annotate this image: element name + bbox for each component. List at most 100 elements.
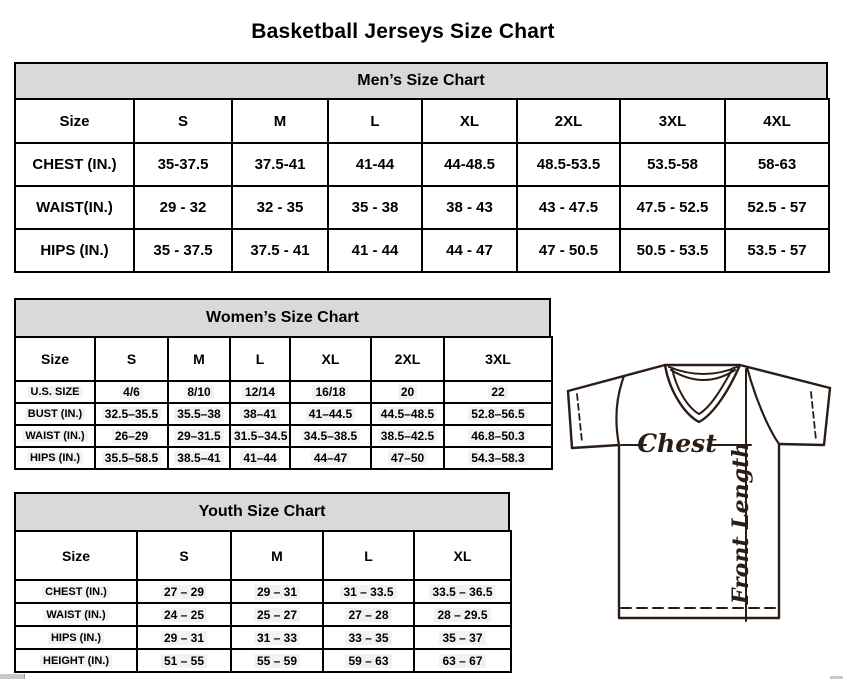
- cell-text: WAIST (IN.): [43, 608, 109, 621]
- cell-text: 4/6: [120, 385, 143, 399]
- table-cell: 47.5 - 52.5: [619, 185, 726, 230]
- cell-text: 63 – 67: [439, 653, 486, 668]
- jersey-left-cuff-dashed: [576, 393, 583, 443]
- column-header: 2XL: [516, 98, 621, 144]
- row-label: BUST (IN.): [14, 402, 96, 426]
- table-cell: 37.5 - 41: [231, 228, 329, 273]
- cell-text: 55 – 59: [253, 653, 301, 668]
- table-cell: 53.5-58: [619, 142, 726, 187]
- table-cell: 33 – 35: [322, 625, 415, 650]
- table-cell: 38 - 43: [421, 185, 518, 230]
- jersey-diagram-svg: Chest Front Length: [566, 363, 832, 622]
- table-cell: 35.5–38: [167, 402, 231, 426]
- column-header: M: [231, 98, 329, 144]
- column-header: L: [327, 98, 423, 144]
- cell-text: 41–44.5: [305, 407, 356, 421]
- cell-text: 29 – 31: [253, 584, 301, 599]
- table-cell: 35 – 37: [413, 625, 512, 650]
- table-cell: 55 – 59: [230, 648, 324, 673]
- women-size-table: Size S M L XL 2XL 3XL U.S. SIZE 4/6 8/10 12/14 16/1…: [14, 336, 553, 470]
- table-cell: 41–44: [229, 446, 291, 470]
- cell-text: 46.8–50.3: [468, 429, 528, 443]
- table-cell: 54.3–58.3: [443, 446, 553, 470]
- table-cell: 35 - 37.5: [133, 228, 233, 273]
- chest-label: Chest: [637, 429, 717, 458]
- cell-text: 33 – 35: [345, 630, 392, 645]
- column-header: S: [136, 530, 232, 581]
- table-cell: 59 – 63: [322, 648, 415, 673]
- column-header: Size: [14, 530, 138, 581]
- table-cell: 58-63: [724, 142, 830, 187]
- cell-text: 38.5–41: [174, 451, 224, 465]
- row-label: HEIGHT (IN.): [14, 648, 138, 673]
- row-label: WAIST (IN.): [14, 424, 96, 448]
- table-cell: 34.5–38.5: [289, 424, 372, 448]
- cell-text: 51 – 55: [160, 653, 208, 668]
- table-cell: 44–47: [289, 446, 372, 470]
- table-cell: 50.5 - 53.5: [619, 228, 726, 273]
- table-cell: 35-37.5: [133, 142, 233, 187]
- table-cell: 38–41: [229, 402, 291, 426]
- table-cell: 53.5 - 57: [724, 228, 830, 273]
- table-cell: 51 – 55: [136, 648, 232, 673]
- jersey-shoulders: [566, 363, 832, 393]
- table-cell: 44-48.5: [421, 142, 518, 187]
- cell-text: CHEST (IN.): [42, 585, 110, 598]
- jersey-body: [617, 442, 781, 620]
- table-cell: 12/14: [229, 380, 291, 404]
- table-row: CHEST (IN.) 27 – 29 29 – 31 31 – 33.5 33.5 –…: [14, 579, 512, 604]
- cell-text: 32.5–35.5: [101, 407, 162, 421]
- cell-text: 31 – 33: [253, 630, 301, 645]
- table-cell: 35.5–58.5: [94, 446, 169, 470]
- table-cell: 52.5 - 57: [724, 185, 830, 230]
- women-table-title: Women’s Size Chart: [14, 298, 551, 338]
- table-row: HEIGHT (IN.) 51 – 55 55 – 59 59 – 63 63 – 67: [14, 648, 512, 673]
- cell-text: 8/10: [184, 385, 214, 399]
- column-header: M: [167, 336, 231, 382]
- youth-table-title: Youth Size Chart: [14, 492, 510, 532]
- row-label: U.S. SIZE: [14, 380, 96, 404]
- column-header: XL: [413, 530, 512, 581]
- cell-text: 20: [397, 385, 418, 399]
- table-row: WAIST (IN.) 26–29 29–31.5 31.5–34.5 34.5–38.…: [14, 424, 553, 448]
- table-row: HIPS (IN.) 29 – 31 31 – 33 33 – 35 35 – 37: [14, 625, 512, 650]
- row-label: WAIST(IN.): [14, 185, 135, 230]
- cell-text: 44.5–48.5: [377, 407, 438, 421]
- column-header: S: [133, 98, 233, 144]
- column-header: L: [229, 336, 291, 382]
- table-cell: 29 - 32: [133, 185, 233, 230]
- table-cell: 41-44: [327, 142, 423, 187]
- row-label: WAIST (IN.): [14, 602, 138, 627]
- cell-text: 38.5–42.5: [377, 429, 438, 443]
- table-cell: 43 - 47.5: [516, 185, 621, 230]
- table-cell: 44.5–48.5: [370, 402, 445, 426]
- cell-text: 52.8–56.5: [468, 407, 528, 421]
- men-size-chart-section: Men’s Size Chart Size S M L XL 2XL 3XL 4XL CHEST…: [14, 62, 830, 273]
- column-header: M: [230, 530, 324, 581]
- column-header: 4XL: [724, 98, 830, 144]
- table-cell: 31 – 33: [230, 625, 324, 650]
- row-label: HIPS (IN.): [14, 446, 96, 470]
- column-header: Size: [14, 336, 96, 382]
- table-cell: 4/6: [94, 380, 169, 404]
- table-cell: 29 – 31: [136, 625, 232, 650]
- table-cell: 52.8–56.5: [443, 402, 553, 426]
- cell-text: 54.3–58.3: [468, 451, 528, 465]
- jersey-collar-outer-v: [663, 363, 742, 424]
- table-cell: 32 - 35: [231, 185, 329, 230]
- row-label: CHEST (IN.): [14, 142, 135, 187]
- cell-text: 59 – 63: [345, 653, 392, 668]
- table-cell: 28 – 29.5: [413, 602, 512, 627]
- row-label: HIPS (IN.): [14, 625, 138, 650]
- table-row: WAIST(IN.) 29 - 32 32 - 35 35 - 38 38 - 43 43…: [14, 185, 830, 230]
- column-header-row: Size S M L XL: [14, 530, 512, 581]
- cell-text: 27 – 28: [345, 607, 392, 622]
- column-header: 3XL: [619, 98, 726, 144]
- table-row: HIPS (IN.) 35 - 37.5 37.5 - 41 41 - 44 44 - …: [14, 228, 830, 273]
- corner-fragment-left: [0, 674, 25, 679]
- table-cell: 41–44.5: [289, 402, 372, 426]
- column-header: Size: [14, 98, 135, 144]
- table-cell: 47–50: [370, 446, 445, 470]
- table-cell: 35 - 38: [327, 185, 423, 230]
- cell-text: 35.5–58.5: [101, 451, 162, 465]
